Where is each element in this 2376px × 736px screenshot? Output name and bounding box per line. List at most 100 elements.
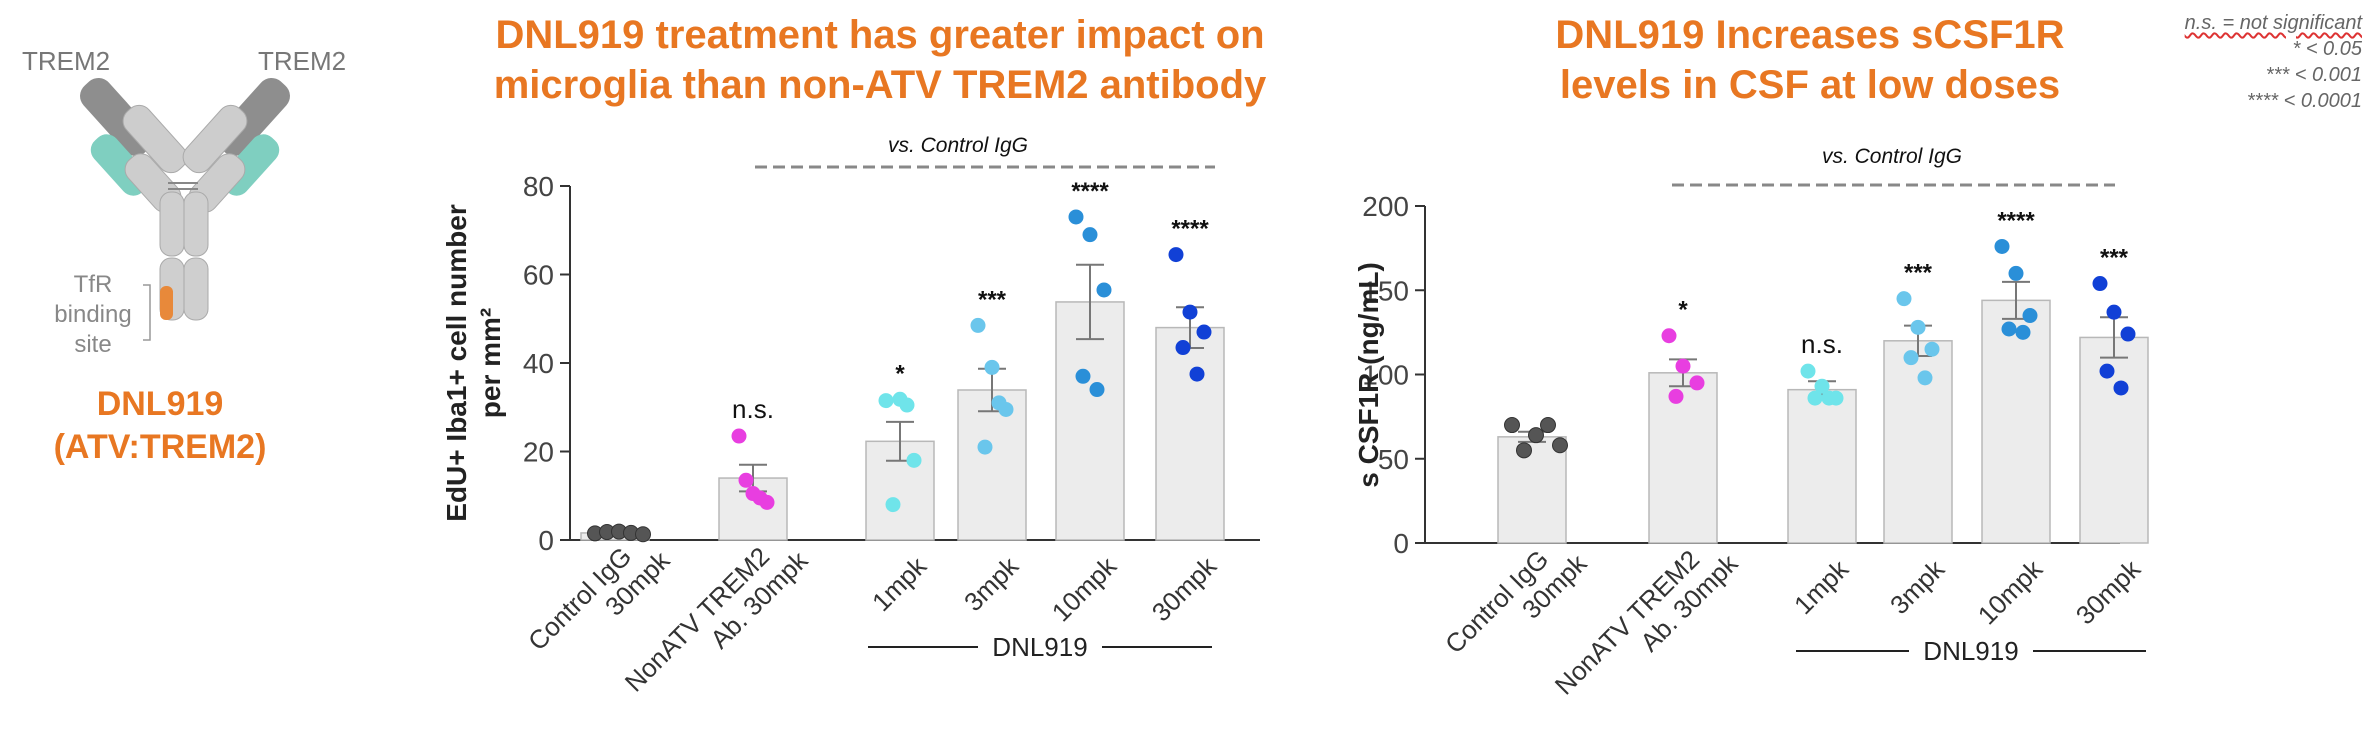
c1-group-label: DNL919	[992, 632, 1087, 662]
c1-data-point	[1068, 209, 1084, 225]
c2-bar-5	[2079, 336, 2149, 544]
c1-data-point	[1089, 382, 1105, 398]
c1-data-point	[1082, 227, 1098, 243]
c1-bar-4	[1055, 301, 1125, 541]
c2-data-point	[1540, 417, 1556, 434]
c1-data-point	[1075, 368, 1091, 384]
antibody-stem	[159, 182, 209, 321]
c2-significance-label: ****	[1997, 207, 2035, 234]
c2-x-tick-label-line: 30mpk	[2070, 553, 2147, 630]
tfr-label-line3: site	[74, 331, 111, 358]
c1-comparison-label: vs. Control IgG	[888, 134, 1028, 157]
antibody-right-arm	[182, 77, 290, 213]
c1-y-tick-label: 60	[523, 260, 554, 291]
c2-significance-label: ***	[1904, 260, 1933, 287]
c1-significance-label: n.s.	[732, 394, 774, 424]
tfr-label-line1: TfR	[74, 271, 113, 298]
c2-data-point	[2106, 304, 2122, 320]
c2-bar-3	[1883, 340, 1953, 544]
c2-data-point	[1896, 291, 1912, 307]
c2-comparison-label: vs. Control IgG	[1822, 145, 1962, 168]
c1-data-point	[1182, 304, 1198, 320]
c2-data-point	[1516, 442, 1532, 459]
trem2-label-left: TREM2	[22, 46, 110, 76]
c2-data-point	[2008, 265, 2024, 281]
antibody-diagram: TREM2 TREM2 TfR binding site DNL919 (ATV…	[22, 46, 346, 466]
c1-bar-5	[1155, 326, 1225, 541]
c2-data-point	[1668, 388, 1684, 404]
c1-y-axis-label-line: per mm²	[475, 308, 506, 418]
c2-data-point	[2001, 321, 2017, 337]
c2-data-point	[2099, 363, 2115, 379]
c2-y-tick-label: 200	[1362, 191, 1409, 222]
c1-data-point	[1168, 247, 1184, 263]
c2-data-point	[2022, 308, 2038, 324]
c1-bar-3	[957, 389, 1027, 541]
c2-group-label: DNL919	[1923, 636, 2018, 666]
c1-data-point	[970, 317, 986, 333]
c2-y-tick-label: 50	[1378, 444, 1409, 475]
legend-p05: * < 0.05	[2292, 38, 2362, 60]
c1-data-point	[738, 472, 754, 488]
c2-x-tick-label-line: 1mpk	[1788, 553, 1855, 620]
c1-data-point	[731, 428, 747, 444]
c2-significance-label: ***	[2100, 245, 2129, 272]
legend-p001: *** < 0.001	[2265, 64, 2362, 86]
c1-y-axis-label: EdU+ Iba1+ cell number per mm²	[441, 204, 506, 522]
c1-data-point	[1096, 282, 1112, 298]
c2-x-tick-label-3: 3mpk	[1884, 553, 1951, 620]
c2-y-axis-label: s CSF1R (ng/mL)	[1353, 262, 1384, 488]
c2-significance-label: *	[1678, 297, 1688, 324]
c2-bar-1	[1648, 372, 1718, 544]
c2-x-tick-label-4: 10mpk	[1972, 553, 2049, 630]
c2-data-point	[1903, 350, 1919, 366]
c1-y-tick-label: 80	[523, 171, 554, 202]
c1-data-point	[885, 497, 901, 513]
c1-significance-label: ****	[1171, 216, 1209, 243]
c1-data-point	[906, 452, 922, 468]
c1-y-axis-label-line: EdU+ Iba1+ cell number	[441, 204, 472, 522]
c2-data-point	[2120, 326, 2136, 342]
c2-data-point	[1800, 363, 1816, 379]
c1-data-point	[1175, 340, 1191, 356]
c2-data-point	[2015, 324, 2031, 340]
significance-legend: n.s. = not significant * < 0.05 *** < 0.…	[2185, 10, 2362, 114]
legend-ns: n.s. = not significant	[2184, 12, 2362, 34]
c2-bar-4	[1981, 299, 2051, 544]
c1-data-point	[899, 397, 915, 413]
c2-data-point	[1807, 390, 1823, 406]
c2-y-axis-label-line: s CSF1R (ng/mL)	[1353, 262, 1384, 488]
chart1-title-line2: microglia than non-ATV TREM2 antibody	[493, 63, 1267, 107]
c2-data-point	[1661, 328, 1677, 344]
c1-data-point	[991, 395, 1007, 411]
c2-data-point	[2092, 276, 2108, 292]
drug-name: DNL919	[97, 385, 224, 423]
c1-significance-label: ****	[1071, 178, 1109, 205]
c2-data-point	[1528, 427, 1544, 444]
c2-data-point	[1814, 378, 1830, 394]
c2-data-point	[1917, 370, 1933, 386]
c2-data-point	[1504, 417, 1520, 434]
c2-significance-label: n.s.	[1801, 329, 1843, 359]
c2-x-tick-label-line: 3mpk	[1884, 553, 1951, 620]
chart2-title: DNL919 Increases sCSF1R levels in CSF at…	[1460, 10, 2160, 110]
chart1-title-line1: DNL919 treatment has greater impact on	[495, 13, 1265, 57]
c1-y-tick-label: 0	[538, 525, 554, 556]
c1-data-point	[878, 393, 894, 409]
chart1-title: DNL919 treatment has greater impact on m…	[420, 10, 1340, 110]
c2-x-tick-label-5: 30mpk	[2070, 553, 2147, 630]
c2-x-tick-label-line: 10mpk	[1972, 553, 2049, 630]
c2-x-tick-label-2: 1mpk	[1788, 553, 1855, 620]
c2-data-point	[2113, 380, 2129, 396]
tfr-label-line2: binding	[54, 301, 131, 328]
c2-data-point	[1910, 319, 1926, 335]
c1-data-point	[977, 439, 993, 455]
c1-data-point	[752, 490, 768, 506]
c2-data-point	[1994, 238, 2010, 254]
chart2-title-line2: levels in CSF at low doses	[1559, 63, 2061, 107]
c2-bar-2	[1787, 388, 1857, 544]
c2-y-tick-label: 150	[1362, 275, 1409, 306]
c1-data-point	[1189, 366, 1205, 382]
